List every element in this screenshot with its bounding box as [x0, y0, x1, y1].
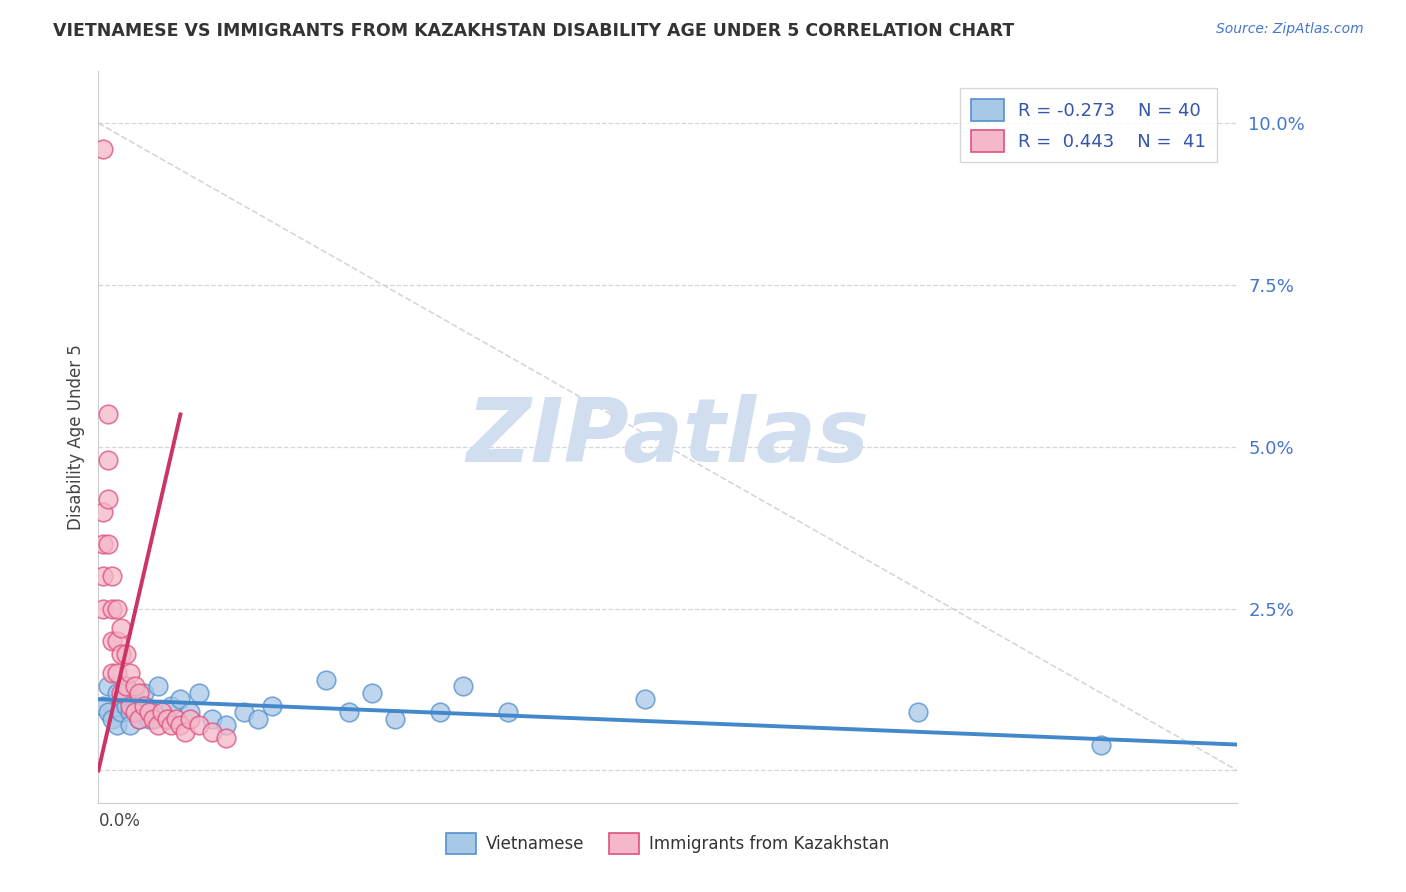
Point — [114, 647, 136, 661]
Point — [101, 666, 124, 681]
Point — [91, 601, 114, 615]
Point — [110, 647, 132, 661]
Point — [96, 408, 118, 422]
Point — [142, 705, 165, 719]
Point — [91, 698, 114, 713]
Point — [128, 698, 150, 713]
Point — [114, 679, 136, 693]
Point — [128, 686, 150, 700]
Point — [429, 705, 451, 719]
Point — [156, 712, 179, 726]
Point — [337, 705, 360, 719]
Point — [124, 705, 146, 719]
Point — [384, 712, 406, 726]
Point — [187, 686, 209, 700]
Point — [174, 724, 197, 739]
Point — [142, 712, 165, 726]
Point — [498, 705, 520, 719]
Point — [132, 686, 155, 700]
Point — [215, 731, 238, 745]
Point — [120, 698, 142, 713]
Point — [91, 569, 114, 583]
Legend: Vietnamese, Immigrants from Kazakhstan: Vietnamese, Immigrants from Kazakhstan — [439, 827, 897, 860]
Point — [120, 666, 142, 681]
Point — [187, 718, 209, 732]
Point — [179, 705, 201, 719]
Point — [215, 718, 238, 732]
Point — [101, 634, 124, 648]
Point — [91, 504, 114, 518]
Point — [105, 601, 128, 615]
Point — [124, 679, 146, 693]
Point — [179, 712, 201, 726]
Point — [96, 705, 118, 719]
Point — [128, 712, 150, 726]
Point — [907, 705, 929, 719]
Point — [101, 569, 124, 583]
Point — [160, 698, 183, 713]
Text: VIETNAMESE VS IMMIGRANTS FROM KAZAKHSTAN DISABILITY AGE UNDER 5 CORRELATION CHAR: VIETNAMESE VS IMMIGRANTS FROM KAZAKHSTAN… — [53, 22, 1015, 40]
Point — [160, 718, 183, 732]
Point — [150, 705, 173, 719]
Point — [146, 679, 169, 693]
Point — [169, 718, 191, 732]
Point — [260, 698, 283, 713]
Point — [128, 712, 150, 726]
Point — [201, 724, 224, 739]
Point — [246, 712, 269, 726]
Point — [634, 692, 657, 706]
Point — [105, 686, 128, 700]
Point — [120, 705, 142, 719]
Point — [1090, 738, 1112, 752]
Point — [96, 679, 118, 693]
Point — [156, 712, 179, 726]
Point — [110, 705, 132, 719]
Point — [105, 666, 128, 681]
Point — [124, 692, 146, 706]
Point — [110, 692, 132, 706]
Point — [96, 537, 118, 551]
Point — [91, 142, 114, 156]
Point — [201, 712, 224, 726]
Point — [146, 718, 169, 732]
Point — [110, 621, 132, 635]
Point — [110, 686, 132, 700]
Point — [120, 718, 142, 732]
Point — [96, 491, 118, 506]
Point — [451, 679, 474, 693]
Point — [360, 686, 382, 700]
Point — [132, 698, 155, 713]
Point — [96, 452, 118, 467]
Point — [101, 712, 124, 726]
Y-axis label: Disability Age Under 5: Disability Age Under 5 — [66, 344, 84, 530]
Point — [315, 673, 337, 687]
Point — [105, 634, 128, 648]
Point — [138, 705, 160, 719]
Point — [105, 718, 128, 732]
Point — [91, 537, 114, 551]
Point — [165, 712, 187, 726]
Point — [114, 679, 136, 693]
Text: 0.0%: 0.0% — [98, 813, 141, 830]
Point — [169, 692, 191, 706]
Text: Source: ZipAtlas.com: Source: ZipAtlas.com — [1216, 22, 1364, 37]
Point — [132, 705, 155, 719]
Point — [138, 712, 160, 726]
Point — [101, 601, 124, 615]
Point — [114, 698, 136, 713]
Point — [233, 705, 256, 719]
Text: ZIPatlas: ZIPatlas — [467, 393, 869, 481]
